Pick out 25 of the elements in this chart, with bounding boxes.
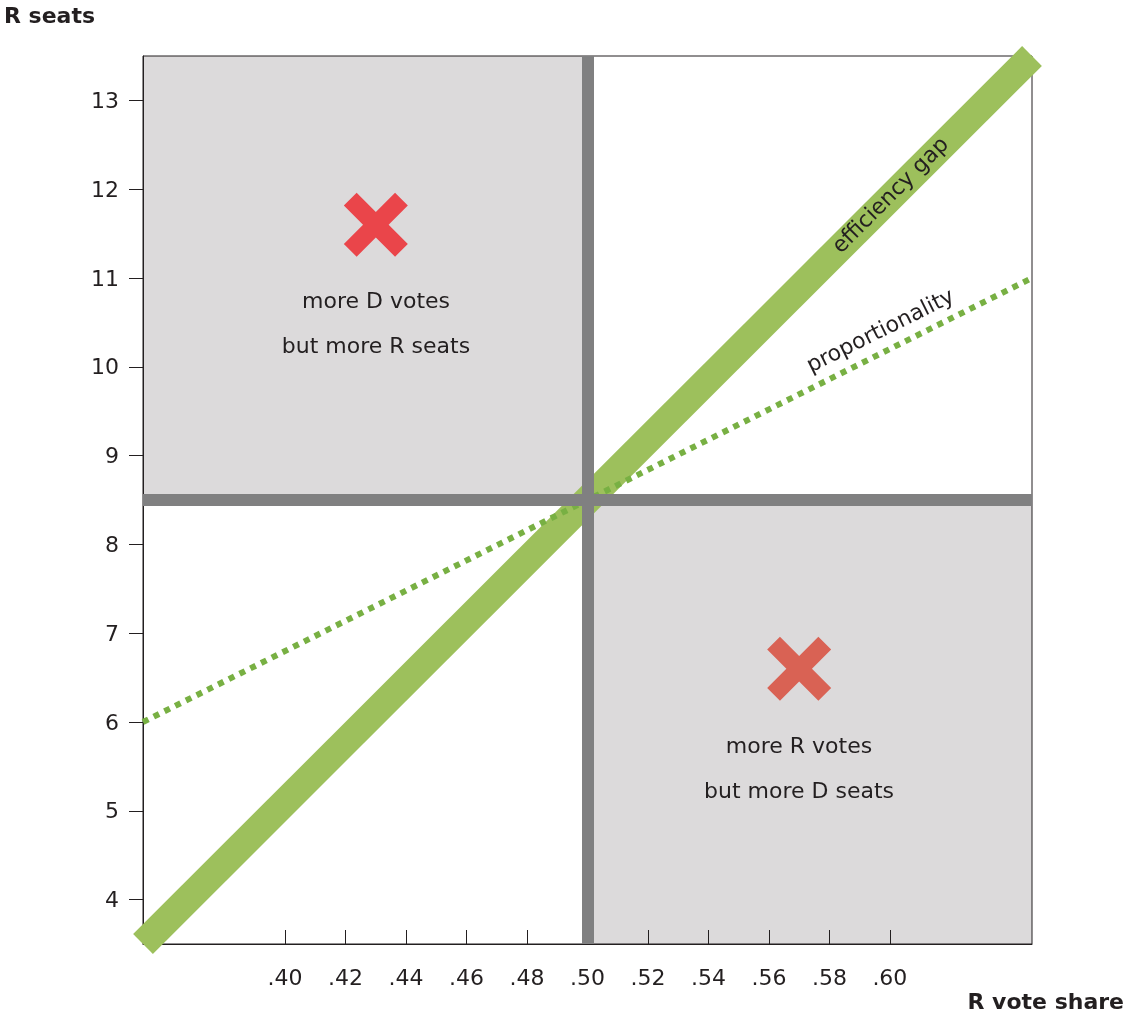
x-tick-label: .50 — [570, 964, 605, 990]
x-tick-label: .42 — [328, 964, 364, 990]
x-tick-label: .60 — [872, 964, 908, 990]
x-axis-title: R vote share — [967, 988, 1125, 1014]
y-tick-label: 13 — [91, 87, 119, 113]
y-tick-label: 11 — [91, 265, 119, 291]
y-tick-label: 12 — [91, 176, 119, 202]
x-tick-label: .48 — [509, 964, 545, 990]
annotation: more D votes but more R seats — [281, 288, 471, 358]
y-tick-label: 5 — [105, 798, 119, 824]
x-tick-label: .52 — [630, 964, 666, 990]
annotation: more R votes but more D seats — [703, 733, 895, 803]
x-tick-label: .44 — [388, 964, 424, 990]
x-tick-label: .46 — [449, 964, 485, 990]
x-tick-label: .54 — [690, 964, 726, 990]
y-tick-label: 10 — [91, 354, 119, 380]
y-tick-label: 8 — [105, 531, 119, 557]
y-tick-label: 6 — [105, 709, 119, 735]
x-tick-label: .58 — [811, 964, 847, 990]
y-axis-title: R seats — [4, 2, 96, 28]
y-tick-label: 4 — [105, 887, 119, 913]
y-tick-label: 7 — [105, 620, 119, 646]
x-tick-label: .56 — [751, 964, 787, 990]
x-tick-label: .40 — [267, 964, 303, 990]
y-tick-label: 9 — [105, 443, 119, 469]
